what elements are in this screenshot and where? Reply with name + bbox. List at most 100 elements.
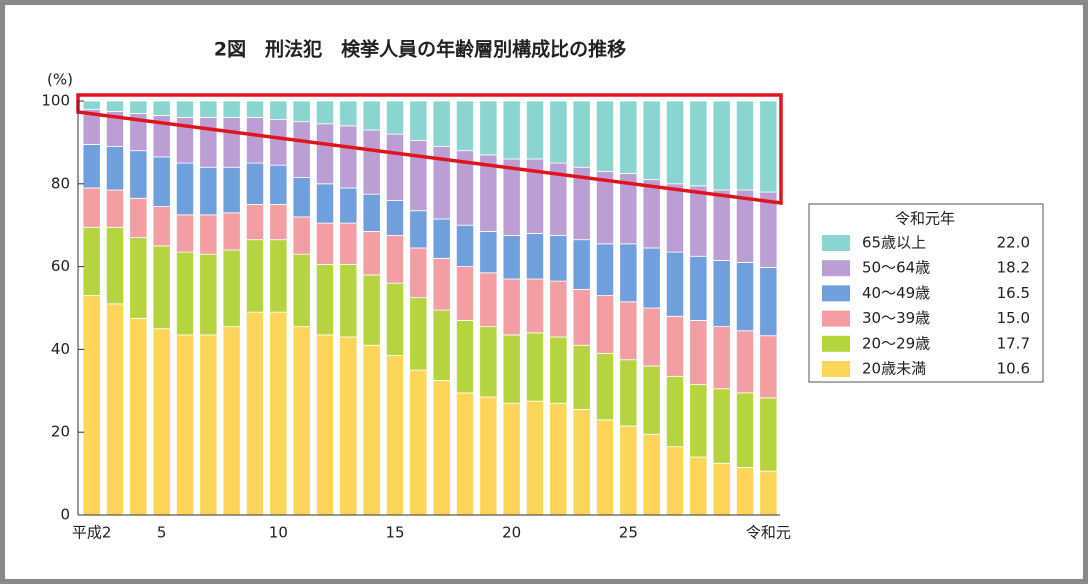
bar-segment bbox=[432, 257, 451, 311]
bar-segment bbox=[689, 384, 708, 458]
x-tick-label: 15 bbox=[385, 524, 404, 542]
bar-segment bbox=[502, 334, 521, 404]
bar-segment bbox=[222, 326, 241, 516]
bar-segment bbox=[339, 336, 358, 516]
bar-segment bbox=[245, 204, 265, 241]
bar-segment bbox=[175, 162, 195, 216]
bar-segment bbox=[409, 210, 428, 249]
legend-swatch bbox=[822, 260, 850, 277]
bar-segment bbox=[269, 119, 288, 166]
bar-segment bbox=[409, 139, 428, 212]
y-tick-label: 100 bbox=[41, 92, 70, 110]
bar-segment bbox=[315, 123, 335, 185]
legend-label: 20～29歳 bbox=[862, 334, 930, 352]
bar-segment bbox=[409, 297, 428, 371]
bar-segment bbox=[385, 282, 405, 357]
bar-segment bbox=[129, 237, 148, 319]
bar-segment bbox=[525, 100, 545, 160]
bar-segment bbox=[105, 226, 125, 305]
bar-segment bbox=[315, 100, 335, 125]
bar-segment bbox=[735, 466, 755, 516]
bar-segment bbox=[222, 212, 241, 251]
bar-segment bbox=[712, 189, 731, 261]
bar-segment bbox=[665, 315, 685, 377]
bar-segment bbox=[595, 100, 615, 172]
bar-segment bbox=[409, 247, 428, 299]
bar-segment bbox=[129, 150, 148, 199]
bar-segment bbox=[199, 117, 218, 168]
bar-segment bbox=[549, 280, 568, 338]
bar-segment bbox=[455, 100, 475, 152]
bar-segment bbox=[339, 264, 358, 338]
legend-swatch bbox=[822, 361, 850, 377]
bar-segment bbox=[339, 125, 358, 189]
x-tick-label: 平成2 bbox=[72, 524, 112, 542]
bar-segment bbox=[199, 100, 218, 118]
bar-segment bbox=[502, 278, 521, 336]
bar-segment bbox=[455, 392, 475, 516]
bar-segment bbox=[362, 193, 381, 232]
legend-value: 18.2 bbox=[997, 259, 1030, 277]
bar-segment bbox=[339, 222, 358, 265]
bar-segment bbox=[175, 100, 195, 118]
bar-segment bbox=[595, 295, 615, 354]
bar-segment bbox=[642, 247, 661, 309]
bar-segment bbox=[479, 326, 498, 398]
bar-segment bbox=[479, 231, 498, 274]
bar-segment bbox=[292, 216, 311, 255]
bar-segment bbox=[689, 255, 708, 321]
bar-segment bbox=[759, 397, 778, 472]
bar-segment bbox=[292, 326, 311, 516]
bar-segment bbox=[759, 100, 778, 193]
bar-segment bbox=[385, 235, 405, 284]
bar-segment bbox=[245, 311, 265, 516]
bar-segment bbox=[175, 334, 195, 516]
legend-label: 40～49歳 bbox=[862, 284, 930, 302]
bar-segment bbox=[689, 100, 708, 187]
bar-segment bbox=[82, 144, 101, 189]
legend-value: 10.6 bbox=[997, 360, 1030, 378]
y-tick-label: 40 bbox=[51, 340, 70, 358]
bar-segment bbox=[129, 197, 148, 239]
bar-segment bbox=[199, 214, 218, 255]
bar-segment bbox=[292, 121, 311, 178]
bar-segment bbox=[689, 320, 708, 385]
bar-segment bbox=[619, 359, 638, 427]
bar-segment bbox=[385, 355, 405, 516]
bar-segment bbox=[222, 100, 241, 118]
y-unit: (%) bbox=[47, 71, 73, 89]
bar-segment bbox=[339, 187, 358, 224]
bar-segment bbox=[269, 204, 288, 241]
bar-segment bbox=[525, 400, 545, 516]
bar-segment bbox=[362, 129, 381, 195]
bar-segment bbox=[315, 183, 335, 224]
bar-segment bbox=[269, 311, 288, 516]
legend-value: 15.0 bbox=[997, 309, 1030, 327]
y-tick-label: 20 bbox=[51, 423, 70, 441]
legend-title: 令和元年 bbox=[895, 210, 955, 228]
bar-segment bbox=[479, 396, 498, 516]
bar-segment bbox=[759, 267, 778, 337]
bar-segment bbox=[712, 259, 731, 328]
bar-segment bbox=[525, 278, 545, 334]
bar-segment bbox=[642, 179, 661, 249]
bar-segment bbox=[315, 222, 335, 265]
legend-label: 65歳以上 bbox=[862, 234, 926, 252]
bar-segment bbox=[409, 369, 428, 516]
bar-segment bbox=[82, 295, 101, 516]
bar-segment bbox=[712, 388, 731, 464]
bar-segment bbox=[549, 235, 568, 282]
bar-segment bbox=[129, 317, 148, 516]
legend-swatch bbox=[822, 310, 850, 327]
legend-value: 16.5 bbox=[997, 284, 1030, 302]
bar-segment bbox=[572, 409, 591, 516]
bar-segment bbox=[432, 309, 451, 381]
bar-segment bbox=[269, 239, 288, 313]
bar-segment bbox=[339, 100, 358, 127]
bar-segment bbox=[549, 336, 568, 404]
x-tick-label: 20 bbox=[502, 524, 521, 542]
bar-segment bbox=[502, 235, 521, 280]
bar-segment bbox=[432, 218, 451, 259]
bar-segment bbox=[292, 100, 311, 123]
bar-segment bbox=[619, 425, 638, 516]
